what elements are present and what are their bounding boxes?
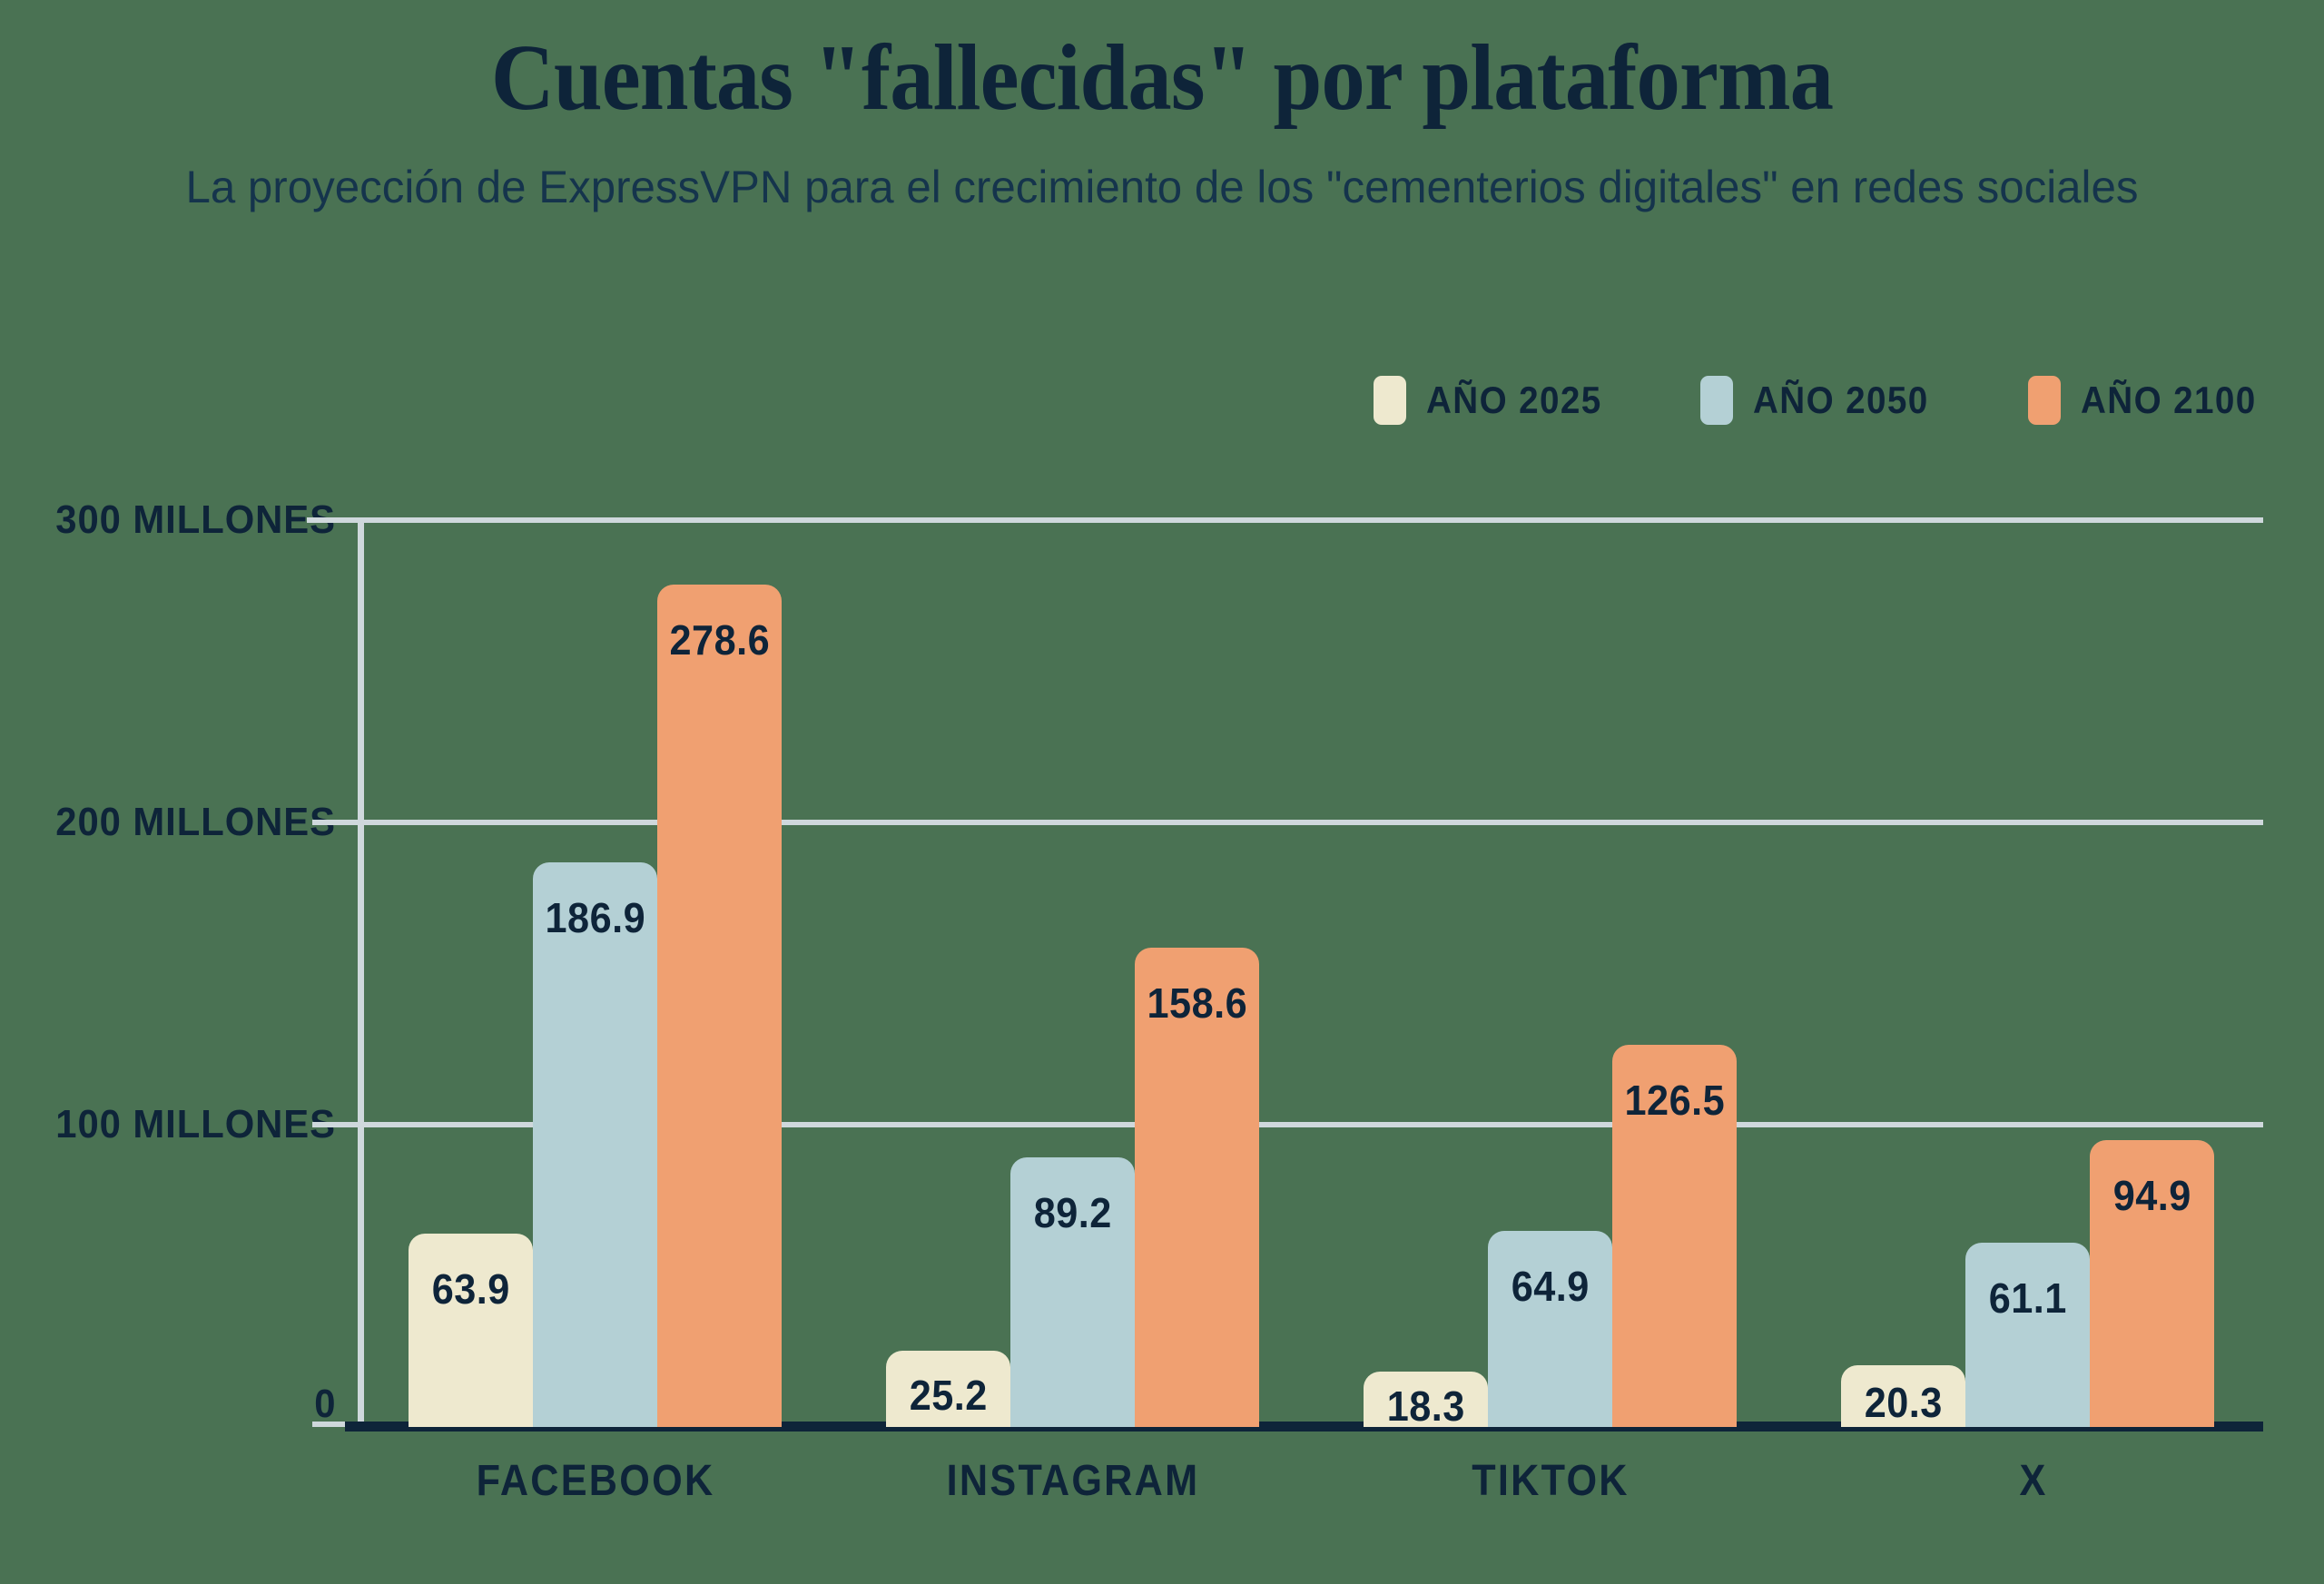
legend-swatch-2050 bbox=[1700, 376, 1734, 425]
legend-swatch-2100 bbox=[2027, 376, 2061, 425]
page-title: Cuentas "fallecidas" por plataforma bbox=[490, 25, 1834, 130]
bar-facebook-2100[interactable]: 278.6 bbox=[657, 585, 782, 1427]
bar-instagram-2025[interactable]: 25.2 bbox=[886, 1351, 1010, 1427]
legend-label-2050: AÑO 2050 bbox=[1753, 379, 1929, 421]
bar-value-label: 20.3 bbox=[1864, 1379, 1943, 1426]
legend-label-2025: AÑO 2025 bbox=[1425, 379, 1602, 421]
legend-label-2100: AÑO 2100 bbox=[2080, 379, 2257, 421]
bar-value-label: 158.6 bbox=[1147, 979, 1247, 1027]
x-label-x: X bbox=[2019, 1457, 2048, 1505]
legend-swatch-2025 bbox=[1373, 376, 1406, 425]
page-subtitle: La proyección de ExpressVPN para el crec… bbox=[185, 162, 2139, 212]
bar-group-facebook: 63.9 186.9 278.6 bbox=[409, 585, 782, 1427]
y-tick-label-200: 200 MILLONES bbox=[55, 800, 336, 844]
y-tick-mark-0 bbox=[312, 1422, 361, 1427]
bar-value-label: 61.1 bbox=[1988, 1274, 2067, 1322]
bar-facebook-2050[interactable]: 186.9 bbox=[533, 862, 657, 1427]
bar-facebook-2025[interactable]: 63.9 bbox=[409, 1234, 533, 1427]
bar-value-label: 186.9 bbox=[545, 894, 645, 941]
bar-x-2100[interactable]: 94.9 bbox=[2090, 1140, 2214, 1427]
bar-value-label: 94.9 bbox=[2112, 1172, 2191, 1219]
legend-item-2050[interactable]: AÑO 2050 bbox=[1700, 376, 1944, 425]
bar-group-tiktok: 18.3 64.9 126.5 bbox=[1364, 1045, 1737, 1430]
y-tick-label-100: 100 MILLONES bbox=[55, 1102, 336, 1146]
y-tick-label-300: 300 MILLONES bbox=[55, 497, 336, 542]
y-tick-mark-200 bbox=[312, 820, 361, 825]
bar-value-label: 89.2 bbox=[1033, 1189, 1112, 1236]
gridline-200 bbox=[361, 820, 2263, 825]
x-label-tiktok: TIKTOK bbox=[1472, 1457, 1630, 1505]
x-label-instagram: INSTAGRAM bbox=[946, 1457, 1200, 1505]
bar-x-2025[interactable]: 20.3 bbox=[1841, 1365, 1965, 1427]
bar-instagram-2050[interactable]: 89.2 bbox=[1010, 1157, 1135, 1427]
plot-area: 63.9 186.9 278.6 25.2 89.2 158.6 18. bbox=[307, 517, 2263, 1430]
y-axis-line bbox=[358, 520, 364, 1427]
y-tick-mark-100 bbox=[312, 1122, 361, 1127]
gridline-100 bbox=[361, 1122, 2263, 1127]
bar-value-label: 126.5 bbox=[1624, 1077, 1725, 1124]
bar-value-label: 278.6 bbox=[669, 616, 770, 664]
bar-value-label: 18.3 bbox=[1386, 1382, 1465, 1430]
bar-value-label: 64.9 bbox=[1511, 1263, 1590, 1310]
x-label-facebook: FACEBOOK bbox=[476, 1457, 715, 1505]
bar-instagram-2100[interactable]: 158.6 bbox=[1135, 948, 1259, 1427]
bar-value-label: 63.9 bbox=[431, 1265, 510, 1313]
bar-value-label: 25.2 bbox=[909, 1372, 988, 1419]
bar-tiktok-2100[interactable]: 126.5 bbox=[1612, 1045, 1737, 1427]
bar-tiktok-2050[interactable]: 64.9 bbox=[1488, 1231, 1612, 1427]
x-axis-baseline bbox=[345, 1422, 2263, 1432]
y-tick-label-0: 0 bbox=[313, 1382, 336, 1426]
legend-item-2100[interactable]: AÑO 2100 bbox=[2027, 376, 2271, 425]
bar-group-instagram: 25.2 89.2 158.6 bbox=[886, 948, 1259, 1427]
bar-group-x: 20.3 61.1 94.9 bbox=[1841, 1140, 2214, 1427]
gridline-300 bbox=[307, 517, 2263, 523]
legend-item-2025[interactable]: AÑO 2025 bbox=[1373, 376, 1617, 425]
bar-tiktok-2025[interactable]: 18.3 bbox=[1364, 1372, 1488, 1430]
chart-legend: AÑO 2025 AÑO 2050 AÑO 2100 bbox=[1373, 376, 2271, 425]
bar-x-2050[interactable]: 61.1 bbox=[1965, 1243, 2090, 1427]
